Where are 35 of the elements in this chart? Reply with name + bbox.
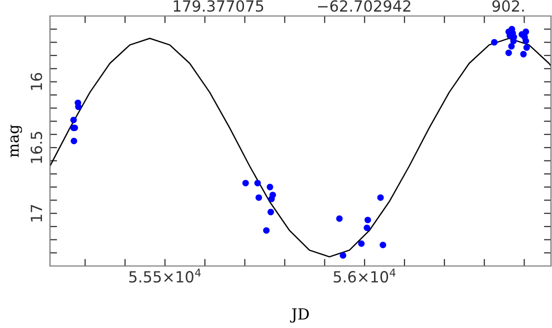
point (522, 38, 530, 44)
point (523, 44, 530, 51)
point (70, 116, 77, 124)
point (522, 28, 530, 36)
x-axis-title: JD (290, 308, 309, 323)
y-axis-title: mag (10, 124, 22, 158)
point (266, 184, 274, 190)
x-tick-label: 5.6×10$^{4}$ (334, 268, 396, 283)
point (336, 215, 343, 222)
y-tick-label: 17 (30, 204, 42, 222)
point (340, 252, 346, 259)
y-tick-label: 16.5 (30, 132, 42, 163)
point (377, 194, 384, 201)
point (358, 240, 365, 247)
point (256, 194, 262, 201)
point (491, 39, 498, 46)
point (520, 50, 527, 58)
y-tick-label: 16 (30, 73, 42, 90)
point (510, 38, 517, 44)
point (254, 180, 261, 186)
point (505, 50, 512, 56)
point (268, 208, 274, 216)
point (268, 196, 275, 202)
point (242, 180, 249, 186)
point (70, 138, 78, 144)
point (380, 242, 386, 248)
text: 179.377075 (174, 0, 264, 12)
point (364, 224, 370, 232)
text: −62.702942 (318, 0, 410, 12)
point (75, 104, 82, 110)
point (364, 216, 372, 224)
x-tick-label: 5.55×10$^{4}$ (129, 268, 201, 283)
point (263, 227, 270, 234)
point (508, 43, 515, 50)
text: 902. (492, 0, 524, 12)
